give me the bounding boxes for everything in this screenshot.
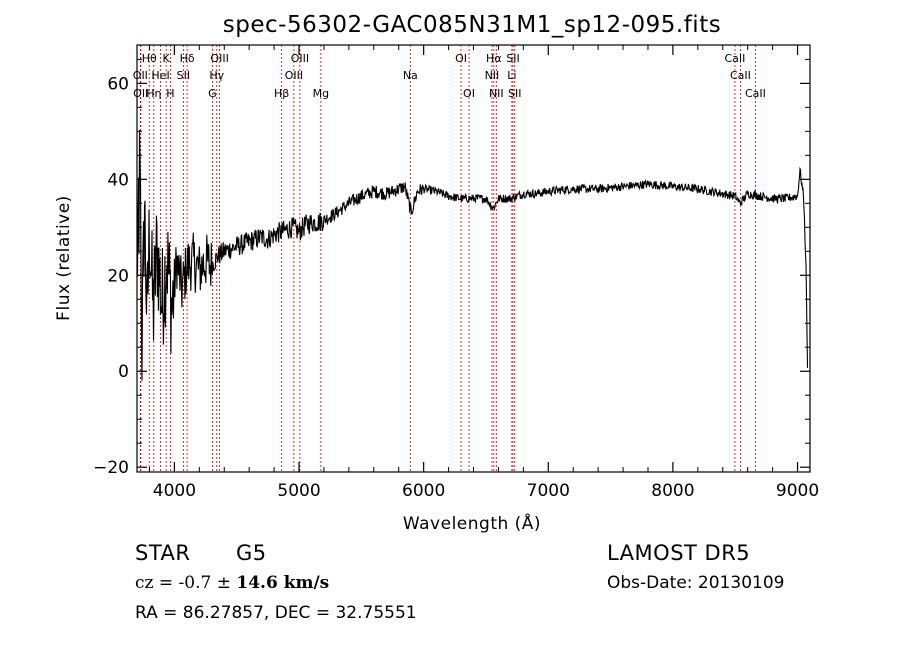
line-label: OIII (285, 69, 303, 82)
x-axis-label: Wavelength (Å) (403, 512, 541, 534)
survey-name: LAMOST DR5 (607, 541, 751, 565)
line-label: HeI (151, 69, 169, 82)
y-axis-ticks: −20 0 20 40 60 (93, 58, 810, 478)
plot-frame (136, 44, 811, 473)
line-label: G (208, 87, 217, 100)
line-label: H (166, 87, 174, 100)
line-label: Hα (486, 52, 502, 65)
line-label: CaII (725, 52, 746, 65)
spectrum-line (136, 129, 809, 381)
line-label: Hθ (142, 52, 157, 65)
y-tick-label: 20 (107, 266, 129, 286)
line-label: SII (506, 52, 519, 65)
line-label: CaII (730, 69, 751, 82)
observation-date: Obs-Date: 20130109 (607, 573, 785, 593)
line-label: Mg (313, 87, 329, 100)
x-tick-label: 5000 (277, 481, 320, 501)
line-label: Hγ (209, 69, 224, 82)
line-label: OI (455, 52, 467, 65)
x-axis-ticks: 4000 5000 6000 7000 8000 9000 (148, 45, 819, 501)
x-tick-label: 4000 (153, 481, 196, 501)
emission-line-markers (139, 45, 756, 472)
x-tick-label: 8000 (651, 481, 694, 501)
x-tick-label: 7000 (527, 481, 570, 501)
cz-value: -0.7 (178, 573, 212, 593)
line-label: Hδ (180, 52, 195, 65)
object-class: STAR (135, 541, 191, 565)
cz-plusminus: ± (216, 573, 231, 593)
y-tick-label: −20 (93, 458, 129, 478)
emission-line-labels: Hθ K Hδ OIII OIII OI Hα SII CaII OII HeI SII Hγ OIII N… (133, 52, 766, 100)
object-subclass: G5 (236, 541, 267, 565)
x-tick-label: 9000 (776, 481, 819, 501)
line-label: OI (463, 87, 475, 100)
line-label: SII (177, 69, 190, 82)
y-tick-label: 40 (107, 170, 129, 190)
line-label: K (163, 52, 171, 65)
line-label: NII (489, 87, 504, 100)
cz-label: cz = (135, 573, 179, 593)
coordinates: RA = 86.27857, DEC = 32.75551 (135, 603, 417, 623)
line-label: Hη (146, 87, 161, 100)
y-tick-label: 60 (107, 74, 129, 94)
line-label: Li (507, 69, 516, 82)
line-label: OIII (291, 52, 309, 65)
chart-title: spec-56302-GAC085N31M1_sp12-095.fits (223, 12, 721, 38)
redshift-readout: cz = -0.7 ± 14.6 km/s (135, 573, 329, 593)
y-axis-label: Flux (relative) (54, 195, 74, 321)
line-label: Hβ (274, 87, 289, 100)
cz-error: 14.6 km/s (236, 573, 330, 593)
x-tick-label: 6000 (402, 481, 445, 501)
line-label: Na (403, 69, 418, 82)
line-label: SII (508, 87, 521, 100)
line-label: CaII (745, 87, 766, 100)
line-label: OII (133, 69, 148, 82)
line-label: OIII (210, 52, 228, 65)
line-label: NII (485, 69, 500, 82)
y-tick-label: 0 (118, 362, 129, 382)
